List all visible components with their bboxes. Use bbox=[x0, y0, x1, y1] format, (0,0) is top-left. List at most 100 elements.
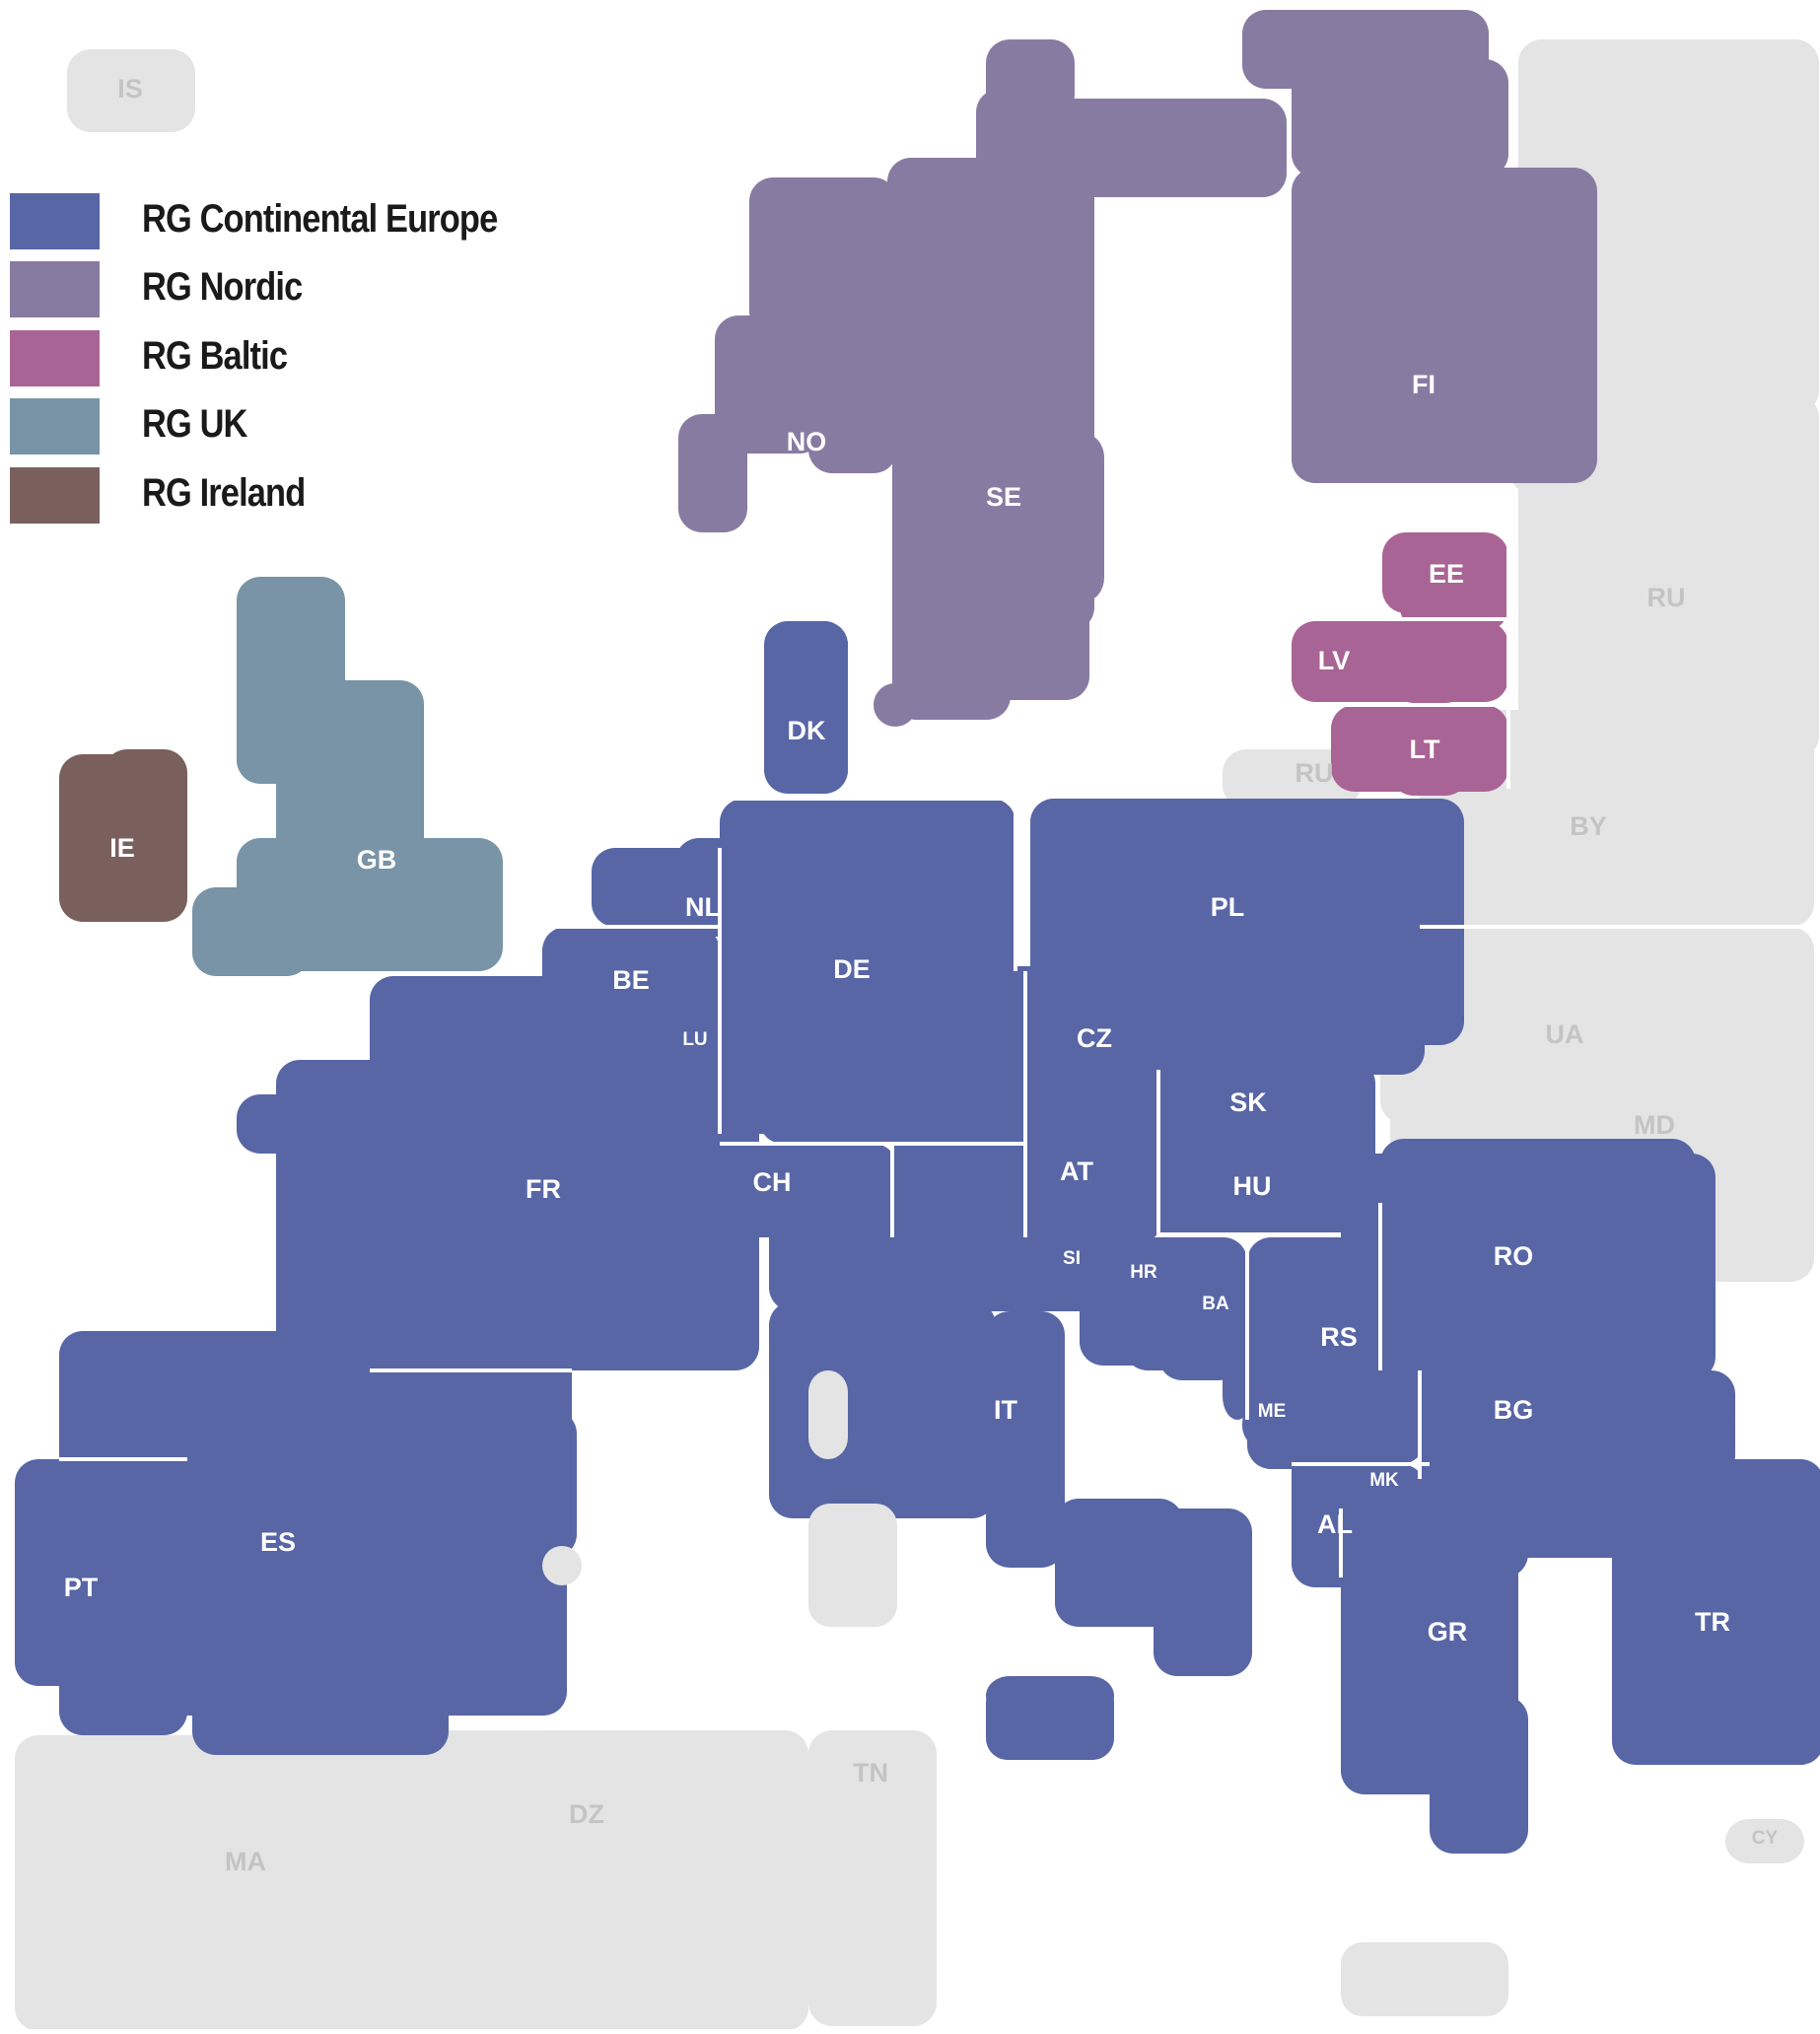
country-shape-part bbox=[1119, 1134, 1375, 1232]
country-label-md: MD bbox=[1634, 1110, 1675, 1140]
country-label-lv: LV bbox=[1318, 646, 1351, 675]
country-label-gr: GR bbox=[1428, 1617, 1468, 1647]
country-label-be: BE bbox=[612, 965, 650, 995]
country-label-dz: DZ bbox=[569, 1799, 604, 1829]
country-label-nl: NL bbox=[685, 892, 721, 922]
country-label-al: AL bbox=[1317, 1509, 1353, 1539]
country-label-es: ES bbox=[260, 1527, 296, 1557]
country-shape-part bbox=[1011, 99, 1287, 197]
country-shape-part bbox=[769, 1301, 996, 1518]
country-label-ba: BA bbox=[1202, 1294, 1229, 1314]
country-shape-part bbox=[104, 749, 187, 808]
country-shape-part bbox=[237, 1094, 434, 1154]
country-label-ro: RO bbox=[1494, 1241, 1534, 1271]
island-corsica bbox=[808, 1370, 848, 1459]
country-shape-part bbox=[749, 177, 897, 335]
member-layer bbox=[15, 10, 1820, 2016]
legend-item-baltic: RG Baltic bbox=[10, 330, 601, 389]
country-shape-part bbox=[1430, 1696, 1528, 1854]
legend-swatch-ireland bbox=[10, 467, 100, 524]
country-shape-part bbox=[715, 316, 823, 454]
country-ba bbox=[1158, 1277, 1252, 1420]
country-shape-part bbox=[818, 1735, 937, 2026]
country-shape-part bbox=[1158, 1277, 1242, 1380]
country-shape-part bbox=[1577, 296, 1592, 434]
country-shape-part bbox=[986, 1311, 1065, 1568]
label-layer: IS NO SE FI EE LV LT GB IE DK NL BE LU DE PL CZ SK AT HU CH… bbox=[64, 74, 1779, 1876]
country-label-fr: FR bbox=[525, 1174, 561, 1204]
country-ru-kaliningrad bbox=[1223, 749, 1361, 808]
country-label-hu: HU bbox=[1233, 1171, 1272, 1201]
country-lv bbox=[1292, 572, 1508, 702]
country-label-fi: FI bbox=[1412, 370, 1435, 399]
country-label-de: DE bbox=[833, 954, 871, 984]
country-label-ie: IE bbox=[109, 833, 135, 863]
country-shape-part bbox=[1380, 1139, 1696, 1306]
country-de bbox=[720, 799, 1015, 1144]
legend-swatch-continental-europe bbox=[10, 193, 100, 249]
legend-item-ireland: RG Ireland bbox=[10, 467, 601, 526]
country-label-dk: DK bbox=[788, 716, 826, 745]
country-shape-part bbox=[1390, 702, 1469, 796]
country-is bbox=[67, 49, 195, 132]
legend-swatch-baltic bbox=[10, 330, 100, 386]
country-dk bbox=[764, 621, 848, 794]
country-tn bbox=[808, 1730, 937, 2026]
country-label-is: IS bbox=[117, 74, 143, 104]
country-label-mk: MK bbox=[1369, 1470, 1399, 1491]
country-label-it: IT bbox=[994, 1395, 1018, 1425]
country-label-ch: CH bbox=[753, 1167, 792, 1197]
country-es bbox=[59, 1331, 577, 1755]
country-shape-part bbox=[1292, 621, 1508, 702]
country-ie bbox=[59, 749, 187, 922]
country-shape-part bbox=[1242, 10, 1489, 89]
country-se bbox=[892, 99, 1287, 720]
country-label-sk: SK bbox=[1229, 1087, 1267, 1117]
country-shape-part bbox=[1223, 1331, 1252, 1420]
country-ma bbox=[15, 1735, 424, 2031]
legend-swatch-nordic bbox=[10, 261, 100, 317]
country-label-pt: PT bbox=[64, 1573, 99, 1602]
country-hu bbox=[1119, 1104, 1375, 1232]
country-label-lt: LT bbox=[1410, 735, 1440, 764]
country-shape-part bbox=[1223, 749, 1361, 808]
country-label-me: ME bbox=[1258, 1401, 1287, 1422]
country-shape-part bbox=[192, 1508, 449, 1755]
country-label-cz: CZ bbox=[1077, 1023, 1112, 1053]
country-cy bbox=[1725, 1819, 1804, 1863]
country-pt bbox=[15, 1459, 187, 1735]
country-shape-part bbox=[1242, 1400, 1301, 1449]
country-shape-part bbox=[59, 1459, 187, 1735]
legend-item-continental-europe: RG Continental Europe bbox=[10, 193, 601, 252]
country-shape-part bbox=[1518, 404, 1819, 759]
country-label-pl: PL bbox=[1211, 892, 1245, 922]
country-label-bg: BG bbox=[1494, 1395, 1534, 1425]
country-shape-part bbox=[67, 49, 195, 132]
country-shape-part bbox=[1292, 168, 1597, 483]
country-label-ru: RU bbox=[1295, 758, 1334, 788]
country-label-tn: TN bbox=[853, 1758, 888, 1788]
country-shape-part bbox=[678, 414, 747, 532]
country-lt bbox=[1331, 702, 1508, 796]
legend-swatch-uk bbox=[10, 398, 100, 455]
country-label-hr: HR bbox=[1130, 1262, 1157, 1283]
country-label-gb: GB bbox=[357, 845, 397, 875]
island-crete bbox=[1341, 1942, 1508, 2016]
country-label-no: NO bbox=[787, 427, 827, 456]
country-dz bbox=[355, 1730, 808, 2031]
country-shape-part bbox=[1612, 1528, 1671, 1676]
country-label-cy: CY bbox=[1752, 1828, 1779, 1849]
island-sardinia bbox=[808, 1504, 897, 1627]
country-shape-part bbox=[801, 621, 848, 794]
country-fr bbox=[237, 976, 759, 1415]
country-shape-part bbox=[355, 1775, 808, 2031]
country-shape-part bbox=[769, 1193, 1124, 1311]
legend-label-nordic: RG Nordic bbox=[142, 265, 303, 309]
country-shape-part bbox=[449, 1410, 577, 1558]
country-shape-part bbox=[1745, 1459, 1820, 1765]
country-shape-part bbox=[1380, 927, 1814, 1124]
country-label-rs: RS bbox=[1320, 1322, 1358, 1352]
country-label-se: SE bbox=[986, 482, 1021, 512]
